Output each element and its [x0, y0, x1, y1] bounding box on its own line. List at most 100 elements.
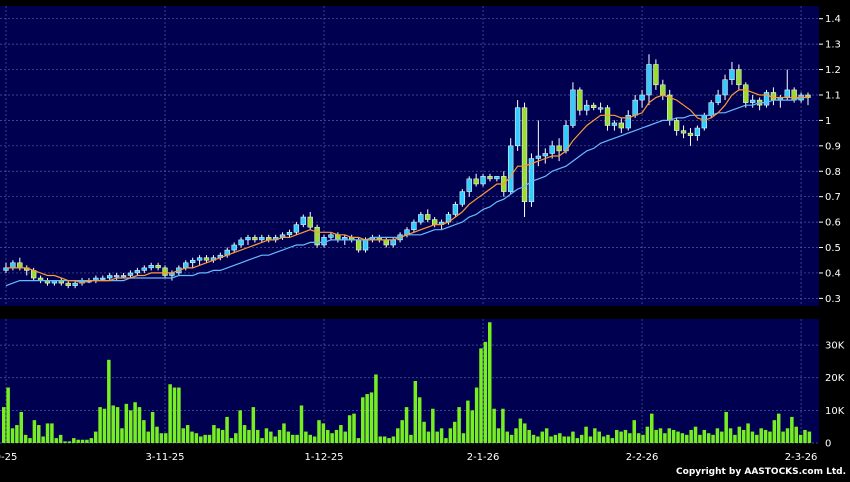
- volume-bar: [10, 428, 15, 443]
- candle-body: [335, 234, 341, 241]
- volume-bar: [378, 436, 383, 443]
- volume-bar: [37, 425, 41, 443]
- volume-bar: [299, 405, 304, 443]
- candle-body: [646, 64, 652, 96]
- volume-bar: [50, 423, 54, 443]
- candle: [231, 242, 237, 253]
- candle: [196, 255, 203, 266]
- copyright-text: Copyright by AASTOCKS.com Ltd.: [676, 467, 846, 477]
- volume-bar: [558, 433, 562, 443]
- candle-body: [535, 155, 542, 159]
- candle-body: [155, 265, 161, 269]
- date-tick-label: 2-3-26: [785, 452, 818, 463]
- price-tick-label: 1.1: [825, 90, 841, 101]
- candle: [743, 82, 749, 108]
- volume-bar: [798, 434, 803, 443]
- candle: [134, 267, 141, 276]
- price-tick-label: 0.4: [825, 268, 841, 279]
- candle: [190, 257, 196, 268]
- date-tick-label: 2-1-26: [467, 452, 500, 463]
- volume-bar: [203, 434, 207, 443]
- candle-body: [508, 145, 514, 192]
- candle-body: [750, 99, 756, 103]
- volume-bar: [698, 434, 702, 443]
- candle: [466, 176, 472, 197]
- volume-bar: [457, 407, 461, 443]
- volume-bar: [422, 421, 426, 443]
- volume-bar: [396, 428, 400, 443]
- candle-body: [680, 130, 687, 134]
- volume-bar: [527, 429, 531, 443]
- volume-bar: [448, 428, 453, 443]
- candle-body: [203, 257, 210, 261]
- volume-bar: [584, 426, 588, 443]
- candle-body: [252, 237, 258, 241]
- candle: [480, 173, 486, 187]
- candle: [722, 74, 728, 101]
- candle-body: [162, 267, 168, 276]
- volume-bar: [501, 408, 505, 443]
- volume-bar: [523, 423, 527, 443]
- candle-body: [190, 259, 196, 264]
- candle: [639, 89, 645, 108]
- volume-bar: [54, 438, 59, 443]
- volume-bar: [264, 428, 269, 443]
- candle-body: [653, 64, 659, 86]
- volume-bar: [685, 434, 689, 443]
- date-tick-label: 3-11-25: [146, 452, 185, 463]
- date-tick-label: 2-2-26: [626, 452, 659, 463]
- volume-bar: [439, 428, 444, 443]
- volume-bar: [645, 426, 650, 443]
- volume-bar: [19, 412, 24, 443]
- candle-body: [722, 79, 728, 96]
- candle-body: [362, 239, 369, 251]
- candle: [584, 100, 590, 116]
- volume-bar: [803, 429, 807, 443]
- candle: [148, 262, 154, 271]
- volume-bar: [260, 438, 264, 443]
- volume-bar: [663, 433, 667, 443]
- candle-body: [570, 89, 576, 126]
- date-tick-label: 0-25: [0, 452, 17, 463]
- volume-bar: [680, 433, 685, 443]
- volume-bar: [706, 433, 711, 443]
- candle-body: [632, 99, 638, 116]
- volume-bar: [387, 438, 391, 443]
- volume-bar: [566, 436, 571, 443]
- volume-bar: [155, 426, 159, 443]
- candle-body: [542, 153, 548, 157]
- candle: [411, 219, 417, 233]
- candle: [611, 120, 618, 131]
- price-panel: [0, 6, 819, 306]
- volume-bar: [23, 434, 28, 443]
- candle-body: [120, 275, 127, 278]
- candle: [293, 222, 300, 235]
- volume-bar: [400, 420, 404, 443]
- volume-bar: [177, 387, 181, 443]
- volume-bar: [588, 436, 593, 443]
- candle: [729, 61, 735, 85]
- volume-bar: [540, 431, 545, 443]
- candle: [591, 102, 597, 111]
- volume-bar: [76, 439, 80, 443]
- candle: [425, 209, 431, 223]
- volume-bar: [741, 429, 746, 443]
- candle-body: [425, 214, 431, 220]
- candle-body: [673, 120, 680, 131]
- volume-bar: [483, 341, 488, 443]
- volume-bar: [356, 438, 361, 443]
- candle: [673, 117, 680, 136]
- candle: [72, 280, 78, 289]
- candle-body: [300, 216, 306, 225]
- volume-bar: [606, 434, 610, 443]
- volume-bar: [150, 412, 155, 443]
- volume-bar: [636, 433, 641, 443]
- volume-bar: [137, 407, 142, 443]
- candle-body: [715, 94, 721, 103]
- volume-bar: [658, 428, 663, 443]
- volume-bar: [67, 441, 72, 443]
- volume-bar: [365, 394, 369, 443]
- price-tick-label: 0.5: [825, 243, 841, 254]
- candle: [155, 262, 161, 271]
- volume-bar: [431, 408, 435, 443]
